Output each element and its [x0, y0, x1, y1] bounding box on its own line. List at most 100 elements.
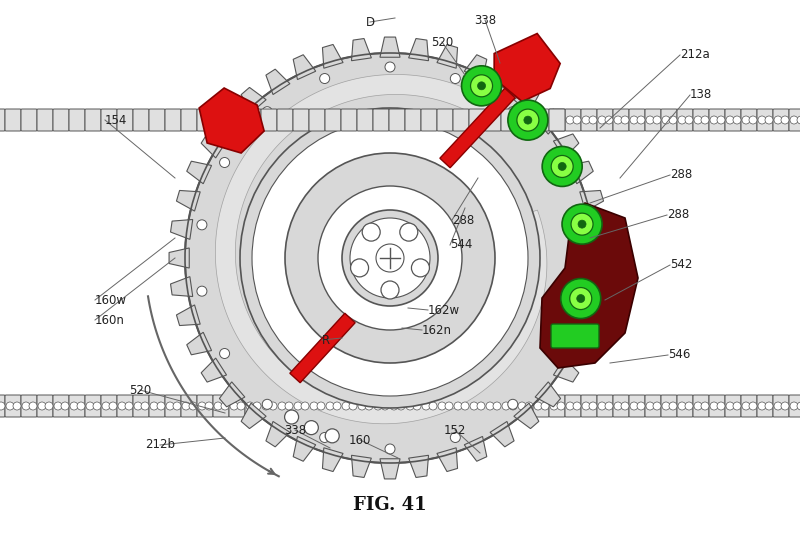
FancyBboxPatch shape	[725, 395, 741, 417]
Polygon shape	[201, 358, 226, 382]
Circle shape	[726, 116, 734, 124]
FancyBboxPatch shape	[309, 109, 325, 131]
Circle shape	[413, 402, 421, 410]
FancyBboxPatch shape	[533, 109, 549, 131]
Circle shape	[454, 402, 462, 410]
FancyBboxPatch shape	[677, 395, 693, 417]
Polygon shape	[186, 161, 211, 184]
FancyBboxPatch shape	[213, 109, 229, 131]
Circle shape	[758, 116, 766, 124]
Polygon shape	[170, 220, 193, 239]
Circle shape	[304, 421, 318, 434]
Polygon shape	[437, 44, 458, 68]
Circle shape	[742, 116, 750, 124]
Polygon shape	[569, 332, 594, 355]
Polygon shape	[587, 220, 610, 239]
FancyBboxPatch shape	[0, 109, 5, 131]
FancyBboxPatch shape	[501, 109, 517, 131]
Circle shape	[781, 402, 789, 410]
Polygon shape	[266, 69, 290, 94]
Text: 338: 338	[284, 424, 306, 437]
Circle shape	[797, 116, 800, 124]
PathPatch shape	[215, 75, 547, 424]
FancyBboxPatch shape	[725, 109, 741, 131]
Circle shape	[573, 116, 581, 124]
Circle shape	[141, 402, 149, 410]
FancyBboxPatch shape	[325, 109, 341, 131]
Circle shape	[376, 244, 404, 272]
Circle shape	[701, 116, 709, 124]
Circle shape	[508, 100, 548, 140]
Circle shape	[278, 402, 286, 410]
Circle shape	[61, 402, 69, 410]
FancyBboxPatch shape	[565, 395, 581, 417]
Text: 520: 520	[129, 384, 151, 397]
Text: 162n: 162n	[422, 324, 452, 336]
Circle shape	[790, 116, 798, 124]
FancyBboxPatch shape	[229, 109, 245, 131]
Circle shape	[450, 74, 460, 84]
FancyBboxPatch shape	[293, 109, 309, 131]
Circle shape	[774, 402, 782, 410]
Circle shape	[733, 402, 741, 410]
Circle shape	[550, 157, 561, 167]
Text: 288: 288	[667, 208, 690, 222]
Circle shape	[550, 402, 558, 410]
Circle shape	[470, 402, 478, 410]
Polygon shape	[266, 422, 290, 447]
FancyBboxPatch shape	[277, 395, 293, 417]
Circle shape	[45, 402, 53, 410]
FancyBboxPatch shape	[357, 109, 373, 131]
FancyBboxPatch shape	[389, 395, 405, 417]
FancyBboxPatch shape	[645, 395, 661, 417]
Polygon shape	[494, 34, 560, 101]
FancyBboxPatch shape	[277, 109, 293, 131]
FancyBboxPatch shape	[21, 109, 37, 131]
Circle shape	[562, 204, 602, 244]
Circle shape	[630, 402, 638, 410]
Circle shape	[685, 402, 693, 410]
FancyBboxPatch shape	[453, 395, 469, 417]
Circle shape	[205, 402, 213, 410]
FancyBboxPatch shape	[149, 395, 165, 417]
Circle shape	[790, 402, 798, 410]
Circle shape	[54, 402, 62, 410]
Circle shape	[701, 402, 709, 410]
FancyBboxPatch shape	[421, 395, 437, 417]
Polygon shape	[219, 109, 245, 134]
Polygon shape	[322, 448, 343, 472]
FancyBboxPatch shape	[101, 109, 117, 131]
FancyBboxPatch shape	[789, 109, 800, 131]
Circle shape	[561, 279, 601, 319]
FancyBboxPatch shape	[501, 395, 517, 417]
Circle shape	[86, 402, 94, 410]
Text: 138: 138	[690, 88, 712, 101]
Circle shape	[411, 259, 430, 277]
Polygon shape	[540, 203, 638, 368]
Circle shape	[478, 82, 486, 90]
Circle shape	[669, 402, 677, 410]
FancyBboxPatch shape	[213, 395, 229, 417]
FancyBboxPatch shape	[661, 395, 677, 417]
Circle shape	[558, 163, 566, 171]
FancyBboxPatch shape	[0, 395, 5, 417]
Polygon shape	[409, 455, 429, 478]
FancyBboxPatch shape	[325, 395, 341, 417]
Circle shape	[362, 223, 380, 241]
Circle shape	[93, 402, 101, 410]
Polygon shape	[580, 305, 603, 326]
Polygon shape	[580, 190, 603, 211]
Circle shape	[774, 116, 782, 124]
Circle shape	[0, 402, 5, 410]
FancyBboxPatch shape	[773, 109, 789, 131]
Circle shape	[550, 349, 561, 359]
Circle shape	[509, 402, 517, 410]
Polygon shape	[409, 38, 429, 61]
Circle shape	[571, 213, 593, 235]
Circle shape	[397, 402, 405, 410]
FancyBboxPatch shape	[549, 109, 565, 131]
Circle shape	[317, 402, 325, 410]
Circle shape	[551, 156, 573, 177]
Polygon shape	[554, 134, 579, 158]
Circle shape	[269, 402, 277, 410]
